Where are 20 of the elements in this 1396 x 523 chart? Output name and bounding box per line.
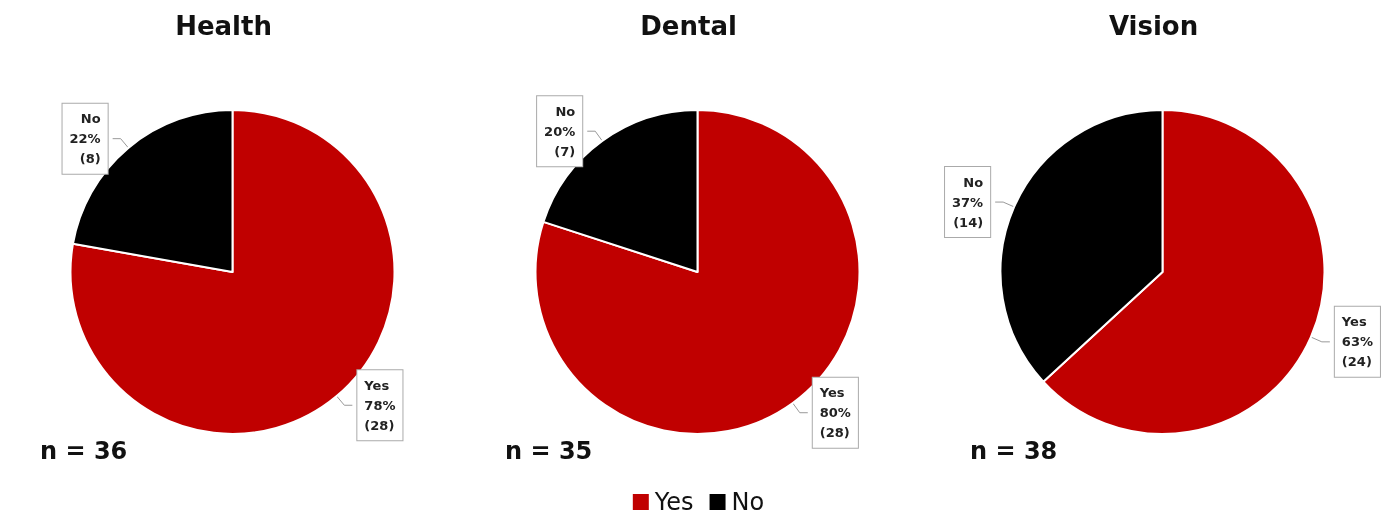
data-label: 20% (7) — [544, 123, 576, 159]
chart-title: Vision — [1108, 11, 1199, 41]
text: n = 38 — [970, 437, 1058, 465]
data-label: 37% (14) — [952, 194, 984, 230]
legend-label: Yes — [653, 488, 694, 516]
slice-label: No — [963, 174, 984, 190]
text: n = 35 — [505, 437, 593, 465]
data-label: 78% (28) — [364, 397, 396, 433]
data-label: 63% (24) — [1341, 334, 1373, 370]
slice-label: Yes — [818, 385, 845, 401]
legend-label: No — [731, 488, 765, 516]
slice-label: No — [555, 103, 576, 119]
text: n = 36 — [40, 437, 128, 465]
slice-label: Yes — [1340, 314, 1367, 330]
chart-title: Dental — [640, 11, 737, 41]
chart-title: Health — [175, 11, 272, 41]
slice-label: Yes — [363, 377, 390, 393]
data-label: 22% (8) — [69, 131, 101, 167]
data-label: 80% (28) — [819, 405, 851, 441]
slice-label: No — [80, 111, 101, 127]
